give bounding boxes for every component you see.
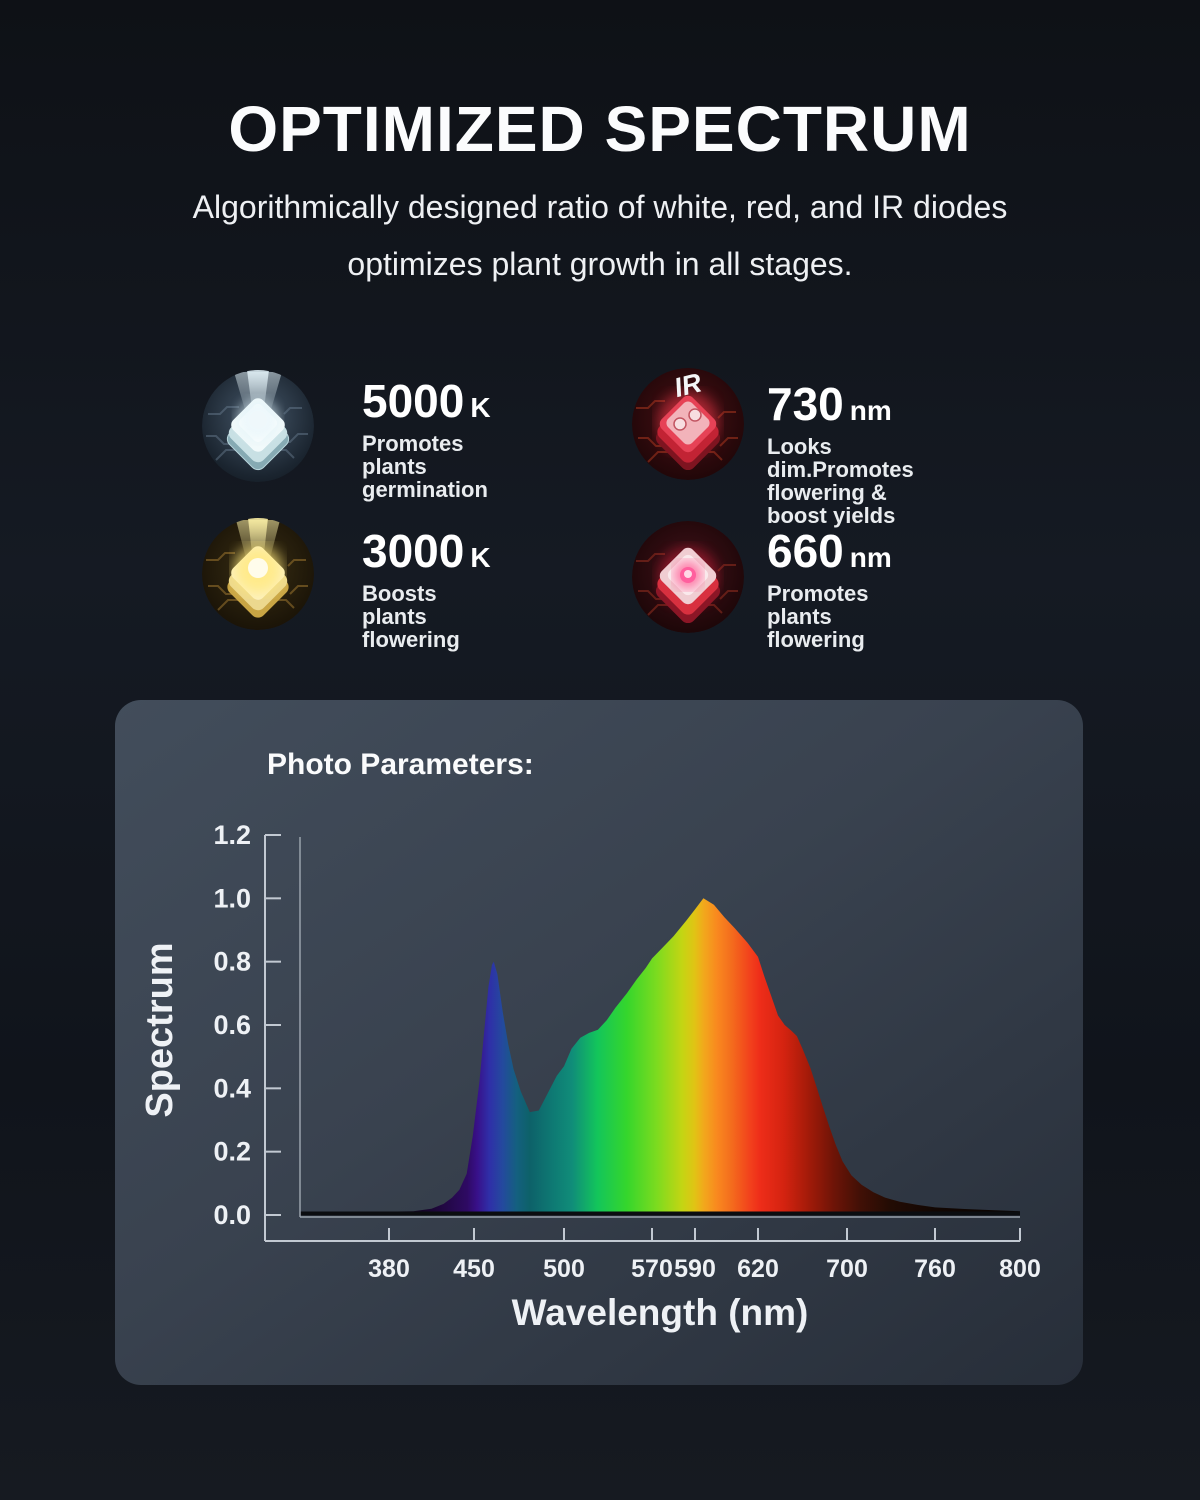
feature-number: 660: [767, 525, 844, 577]
y-axis-title: Spectrum: [139, 942, 181, 1117]
x-axis-tick-label: 620: [737, 1255, 779, 1283]
feature-value: 5000 K: [362, 374, 491, 428]
x-axis-tick-label: 570: [631, 1255, 673, 1283]
red-led-chip-icon: [632, 521, 744, 633]
x-axis-tick-label: 500: [543, 1255, 585, 1283]
chart-panel: Photo Parameters: 1.2 1.0 0.8 0.6 0.4 0.2 0.0 3…: [115, 700, 1083, 1385]
y-axis-tick-label: 0.0: [213, 1200, 251, 1230]
spectrum-area: [300, 898, 1020, 1215]
x-axis-tick-label: 700: [826, 1255, 868, 1283]
feature-unit: K: [470, 392, 491, 423]
subtitle-line-1: Algorithmically designed ratio of white,…: [192, 189, 1008, 226]
feature-description: Looks dim.Promotes flowering & boost yie…: [767, 434, 914, 528]
x-axis-title: Wavelength (nm): [512, 1292, 809, 1333]
feature-description: Boosts plants flowering: [362, 581, 460, 652]
chart-heading: Photo Parameters:: [267, 748, 534, 781]
y-axis-tick-label: 0.6: [213, 1010, 251, 1040]
x-axis-tick-label: 800: [999, 1255, 1041, 1283]
feature-value: 660 nm: [767, 524, 892, 578]
subtitle-line-2: optimizes plant growth in all stages.: [347, 246, 853, 283]
page-subtitle: Algorithmically designed ratio of white,…: [0, 179, 1200, 293]
y-axis-tick-label: 0.4: [213, 1073, 251, 1103]
feature-description: Promotes plants germination: [362, 431, 488, 502]
y-axis-tick-label: 0.8: [213, 947, 251, 977]
warm-led-chip-icon: [202, 518, 314, 630]
x-axis-tick-label: 450: [453, 1255, 495, 1283]
feature-number: 3000: [362, 525, 465, 577]
spectrum-chart-svg: 1.2 1.0 0.8 0.6 0.4 0.2 0.0 380 450 500 570 590 620 7…: [139, 820, 1041, 1333]
x-axis-tick-label: 590: [674, 1255, 716, 1283]
feature-unit: nm: [849, 542, 892, 573]
x-axis-tick-label: 380: [368, 1255, 410, 1283]
y-axis-tick-label: 1.2: [213, 820, 251, 850]
page-title: OPTIMIZED SPECTRUM: [228, 93, 972, 165]
ir-led-chip-icon: IR: [632, 368, 744, 480]
feature-description: Promotes plants flowering: [767, 581, 869, 652]
y-axis-tick-label: 1.0: [213, 883, 251, 913]
feature-value: 3000 K: [362, 524, 491, 578]
white-led-chip-icon: [202, 370, 314, 482]
hero-section: OPTIMIZED SPECTRUM Algorithmically desig…: [0, 0, 1200, 293]
feature-unit: nm: [849, 395, 892, 426]
x-axis-tick-label: 760: [914, 1255, 956, 1283]
y-axis-tick-label: 0.2: [213, 1137, 251, 1167]
feature-number: 5000: [362, 375, 465, 427]
feature-unit: K: [470, 542, 491, 573]
feature-value: 730 nm: [767, 377, 914, 431]
feature-number: 730: [767, 378, 844, 430]
